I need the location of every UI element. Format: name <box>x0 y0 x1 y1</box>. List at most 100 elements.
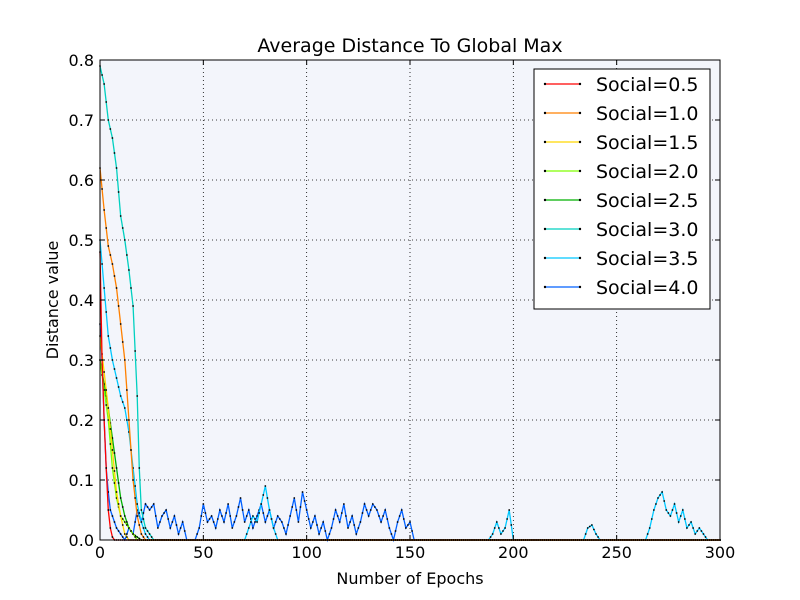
data-point <box>510 524 513 526</box>
data-point <box>688 524 690 526</box>
legend-marker <box>578 256 582 260</box>
legend-item: Social=2.0 <box>543 161 698 183</box>
x-tick-label: 300 <box>705 543 736 562</box>
data-point <box>659 494 661 496</box>
data-point <box>138 524 141 526</box>
data-point <box>293 497 296 499</box>
data-point <box>258 512 261 514</box>
data-point <box>378 515 380 517</box>
data-point <box>382 515 385 517</box>
data-point <box>134 485 137 487</box>
data-point <box>673 503 676 505</box>
x-tick-label: 0 <box>95 543 105 562</box>
data-point <box>400 509 403 511</box>
data-point <box>105 101 108 103</box>
data-point <box>351 515 354 517</box>
legend-label: Social=4.0 <box>596 277 698 299</box>
data-point <box>107 407 110 409</box>
data-point <box>148 533 151 535</box>
legend: Social=0.5 Social=1.0 Social=1.5 Social=2.0… <box>533 68 711 310</box>
data-point <box>225 512 227 514</box>
legend-marker <box>578 140 582 144</box>
data-point <box>130 449 132 451</box>
data-point <box>115 527 118 529</box>
data-point <box>111 536 114 538</box>
data-point <box>299 506 302 508</box>
data-point <box>229 515 232 517</box>
data-point <box>138 537 141 540</box>
data-point <box>159 521 161 523</box>
data-point <box>681 509 684 511</box>
data-point <box>134 497 137 499</box>
data-point <box>204 512 207 514</box>
data-point <box>125 524 128 526</box>
data-point <box>109 443 112 445</box>
data-point <box>262 494 265 496</box>
legend-marker <box>578 227 582 231</box>
data-point <box>320 527 323 529</box>
legend-item: Social=1.0 <box>543 103 698 125</box>
data-point <box>690 521 692 523</box>
data-point <box>504 527 506 529</box>
data-point <box>123 407 126 409</box>
data-point <box>146 536 149 538</box>
data-point <box>156 527 159 529</box>
data-point <box>588 525 591 528</box>
data-point <box>285 533 287 535</box>
data-point <box>287 524 289 526</box>
data-point <box>661 491 664 493</box>
y-tick-label: 0.6 <box>69 171 94 190</box>
data-point <box>324 530 327 532</box>
data-point <box>140 533 143 535</box>
data-point <box>671 509 674 511</box>
data-point <box>283 527 285 529</box>
data-point <box>125 389 128 391</box>
data-point <box>245 533 248 535</box>
data-point <box>165 509 168 511</box>
data-point <box>117 530 120 532</box>
data-point <box>119 533 122 535</box>
data-point <box>117 305 120 307</box>
data-point <box>109 347 112 349</box>
data-point <box>121 536 124 538</box>
data-point <box>316 524 318 526</box>
data-point <box>340 512 343 514</box>
data-point <box>247 527 250 529</box>
data-point <box>648 527 651 529</box>
data-point <box>686 527 688 529</box>
legend-label: Social=2.0 <box>596 161 698 183</box>
data-point <box>183 530 186 532</box>
data-point <box>105 389 108 391</box>
data-point <box>113 275 116 277</box>
data-point <box>683 518 686 520</box>
data-point <box>679 515 682 517</box>
data-point <box>667 512 670 514</box>
y-tick-label: 0.8 <box>69 51 94 70</box>
data-point <box>355 533 358 535</box>
data-point <box>280 521 283 523</box>
data-point <box>243 521 246 523</box>
data-point <box>307 518 310 520</box>
data-point <box>107 509 110 511</box>
y-axis-title: Distance value <box>43 241 62 360</box>
data-point <box>231 527 234 529</box>
data-point <box>150 506 153 508</box>
data-point <box>111 137 114 139</box>
data-point <box>502 530 504 532</box>
data-point <box>105 467 108 469</box>
data-point <box>113 470 116 472</box>
data-point <box>675 512 678 514</box>
legend-item: Social=3.5 <box>543 248 698 270</box>
data-point <box>125 533 128 535</box>
data-point <box>161 515 163 517</box>
data-point <box>103 287 106 289</box>
data-point <box>105 404 108 406</box>
legend-marker <box>578 169 582 173</box>
data-point <box>262 512 265 514</box>
data-point <box>117 386 120 388</box>
data-point <box>388 527 391 529</box>
data-point <box>646 533 649 535</box>
data-point <box>206 521 209 523</box>
legend-marker <box>543 198 547 202</box>
data-point <box>500 533 502 535</box>
